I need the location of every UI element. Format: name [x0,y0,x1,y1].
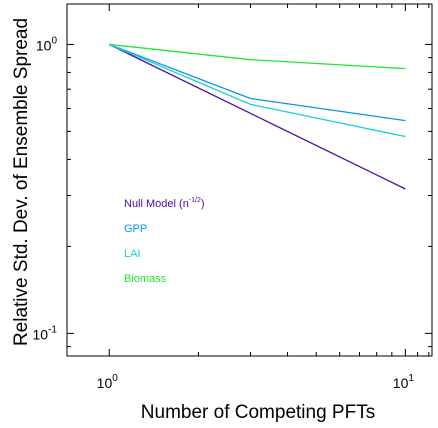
y-axis-label: Relative Std. Dev. of Ensemble Spread [11,18,32,346]
legend: Null Model (n-1/2) GPP LAI Biomass [124,197,205,285]
series-line-null-model [108,43,406,190]
series-line-gpp [108,43,406,122]
legend-entry-null-model: Null Model (n-1/2) [124,197,205,210]
y-tick-label: 100 [36,35,58,53]
legend-entry-biomass: Biomass [124,273,167,285]
legend-entry-gpp: GPP [124,223,147,235]
ticks-layer: 100 101 100 10-1 [33,4,432,391]
series-line-lai [108,43,406,138]
x-axis-label: Number of Competing PFTs [141,402,375,423]
plot-frame [66,3,433,357]
series-layer [108,43,406,190]
x-tick-label: 101 [393,373,415,391]
y-tick-label: 10-1 [33,324,58,342]
series-line-biomass [109,43,406,70]
x-tick-label: 100 [97,373,119,391]
legend-entry-lai: LAI [124,248,141,260]
plot-border [66,3,433,357]
